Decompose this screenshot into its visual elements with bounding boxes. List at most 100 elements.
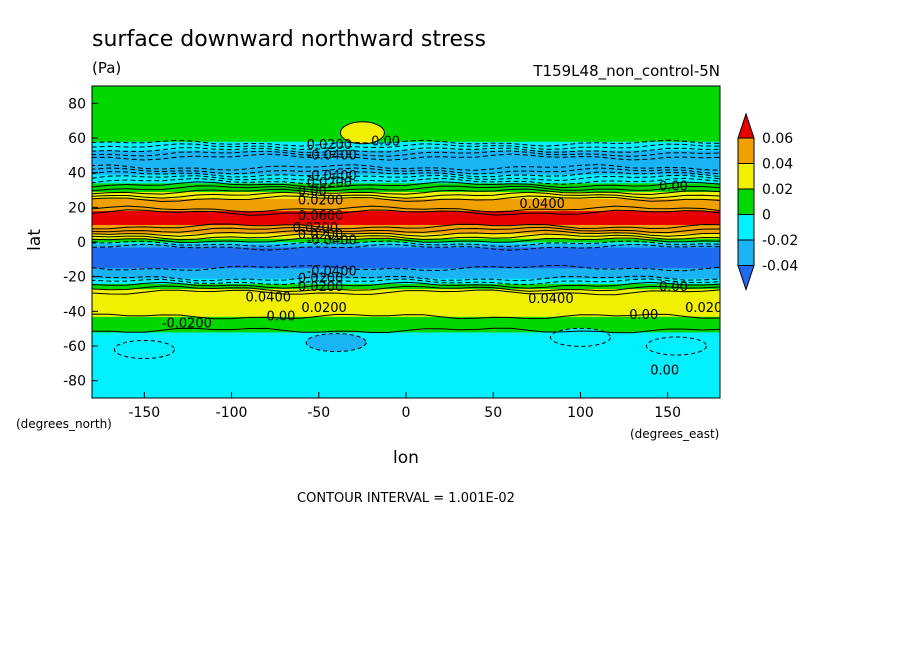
contour-label: 0.00 xyxy=(266,310,295,325)
field-band xyxy=(92,189,720,193)
field-band xyxy=(92,312,720,316)
field-band xyxy=(92,253,720,257)
field-band xyxy=(92,191,720,194)
contour-line xyxy=(92,237,720,244)
contour-label: 0.00 xyxy=(659,180,688,195)
field-band xyxy=(92,290,720,293)
field-band xyxy=(92,163,720,167)
contour-line xyxy=(92,139,720,147)
field-feature xyxy=(339,121,385,145)
field-band xyxy=(92,187,720,191)
field-band xyxy=(92,279,720,283)
field-band xyxy=(92,90,720,94)
colorbar: -0.04 -0.02 0 0.02 0.04 0.06 xyxy=(737,112,798,292)
field-band xyxy=(92,186,720,189)
field-band xyxy=(92,229,720,232)
y-axis-ticks: -80 -60 -40 -20 0 20 40 60 80 xyxy=(63,96,98,390)
field-band xyxy=(92,116,720,120)
contour-label: -0.0400 xyxy=(307,233,357,248)
field-band xyxy=(92,291,720,295)
field-band xyxy=(92,269,720,272)
field-band xyxy=(92,111,720,115)
field-band xyxy=(92,155,720,158)
field-band xyxy=(92,132,720,135)
x-axis-label: lon xyxy=(393,448,419,468)
colorbar-label: 0.04 xyxy=(762,157,793,173)
field-band xyxy=(92,168,720,172)
contour-line xyxy=(92,191,720,199)
contour-line xyxy=(92,147,720,153)
contour-line xyxy=(92,171,720,178)
field-band xyxy=(92,130,720,134)
chart-units: (Pa) xyxy=(92,59,121,77)
field-band xyxy=(92,385,720,388)
field-band xyxy=(92,295,720,298)
field-band xyxy=(92,390,720,394)
field-band xyxy=(92,311,720,314)
x-axis-ticks: -150 -100 -50 0 50 100 150 xyxy=(128,392,681,421)
field-band xyxy=(92,354,720,357)
field-band xyxy=(92,286,720,290)
field-feature xyxy=(305,333,367,353)
field-band xyxy=(92,101,720,104)
field-band xyxy=(92,331,720,335)
field-band xyxy=(92,134,720,137)
field-band xyxy=(92,257,720,260)
field-band xyxy=(92,233,720,236)
contour-label: 0.0400 xyxy=(519,197,565,212)
field-band xyxy=(92,366,720,369)
field-band xyxy=(92,333,720,336)
field-band xyxy=(92,345,720,349)
contour-label: -0.0400 xyxy=(307,169,357,184)
field-band xyxy=(92,373,720,376)
x-tick-label: -50 xyxy=(307,405,330,421)
contour-line xyxy=(92,327,720,334)
field-band xyxy=(92,222,720,225)
field-band xyxy=(92,94,720,97)
contour-label: 0.0400 xyxy=(528,292,574,307)
contour-line xyxy=(92,278,720,286)
contour-line xyxy=(92,177,720,185)
field-band xyxy=(92,364,720,368)
field-band xyxy=(92,380,720,383)
field-band xyxy=(92,304,720,307)
contour-label: 0.0600 xyxy=(298,209,344,224)
field-band xyxy=(92,220,720,224)
field-band xyxy=(92,352,720,355)
contour-label: 0.00 xyxy=(298,185,327,200)
field-band xyxy=(92,319,720,323)
field-feature xyxy=(113,339,175,359)
colorbar-label: 0.06 xyxy=(762,131,793,147)
field-band xyxy=(92,271,720,274)
colorbar-label: -0.04 xyxy=(762,259,798,275)
contour-line xyxy=(92,153,720,161)
contour-line xyxy=(92,289,720,296)
field-band xyxy=(92,137,720,141)
field-band xyxy=(92,106,720,109)
field-band xyxy=(92,378,720,381)
y-tick-label: 60 xyxy=(68,131,86,147)
contour-line xyxy=(92,209,720,216)
field-band xyxy=(92,245,720,248)
run-label: T159L48_non_control-5N xyxy=(532,62,720,81)
field-band xyxy=(92,156,720,160)
field-band xyxy=(92,283,720,286)
field-band xyxy=(92,252,720,255)
field-band xyxy=(92,179,720,182)
y-tick-label: -60 xyxy=(63,339,86,355)
field-band xyxy=(92,92,720,95)
x-tick-label: 150 xyxy=(654,405,681,421)
field-band xyxy=(92,335,720,338)
field-band xyxy=(92,361,720,364)
x-unit-label: (degrees_east) xyxy=(630,427,719,441)
contour-label: 0.00 xyxy=(629,308,658,323)
field-band xyxy=(92,389,720,392)
contour-interval: CONTOUR INTERVAL = 1.001E-02 xyxy=(297,491,515,506)
contour-label: 0.00 xyxy=(371,134,400,149)
contour-line xyxy=(92,205,720,213)
field-band xyxy=(92,293,720,297)
field-band xyxy=(92,248,720,251)
field-band xyxy=(92,338,720,342)
contour-line xyxy=(92,229,720,237)
field-band xyxy=(92,328,720,331)
